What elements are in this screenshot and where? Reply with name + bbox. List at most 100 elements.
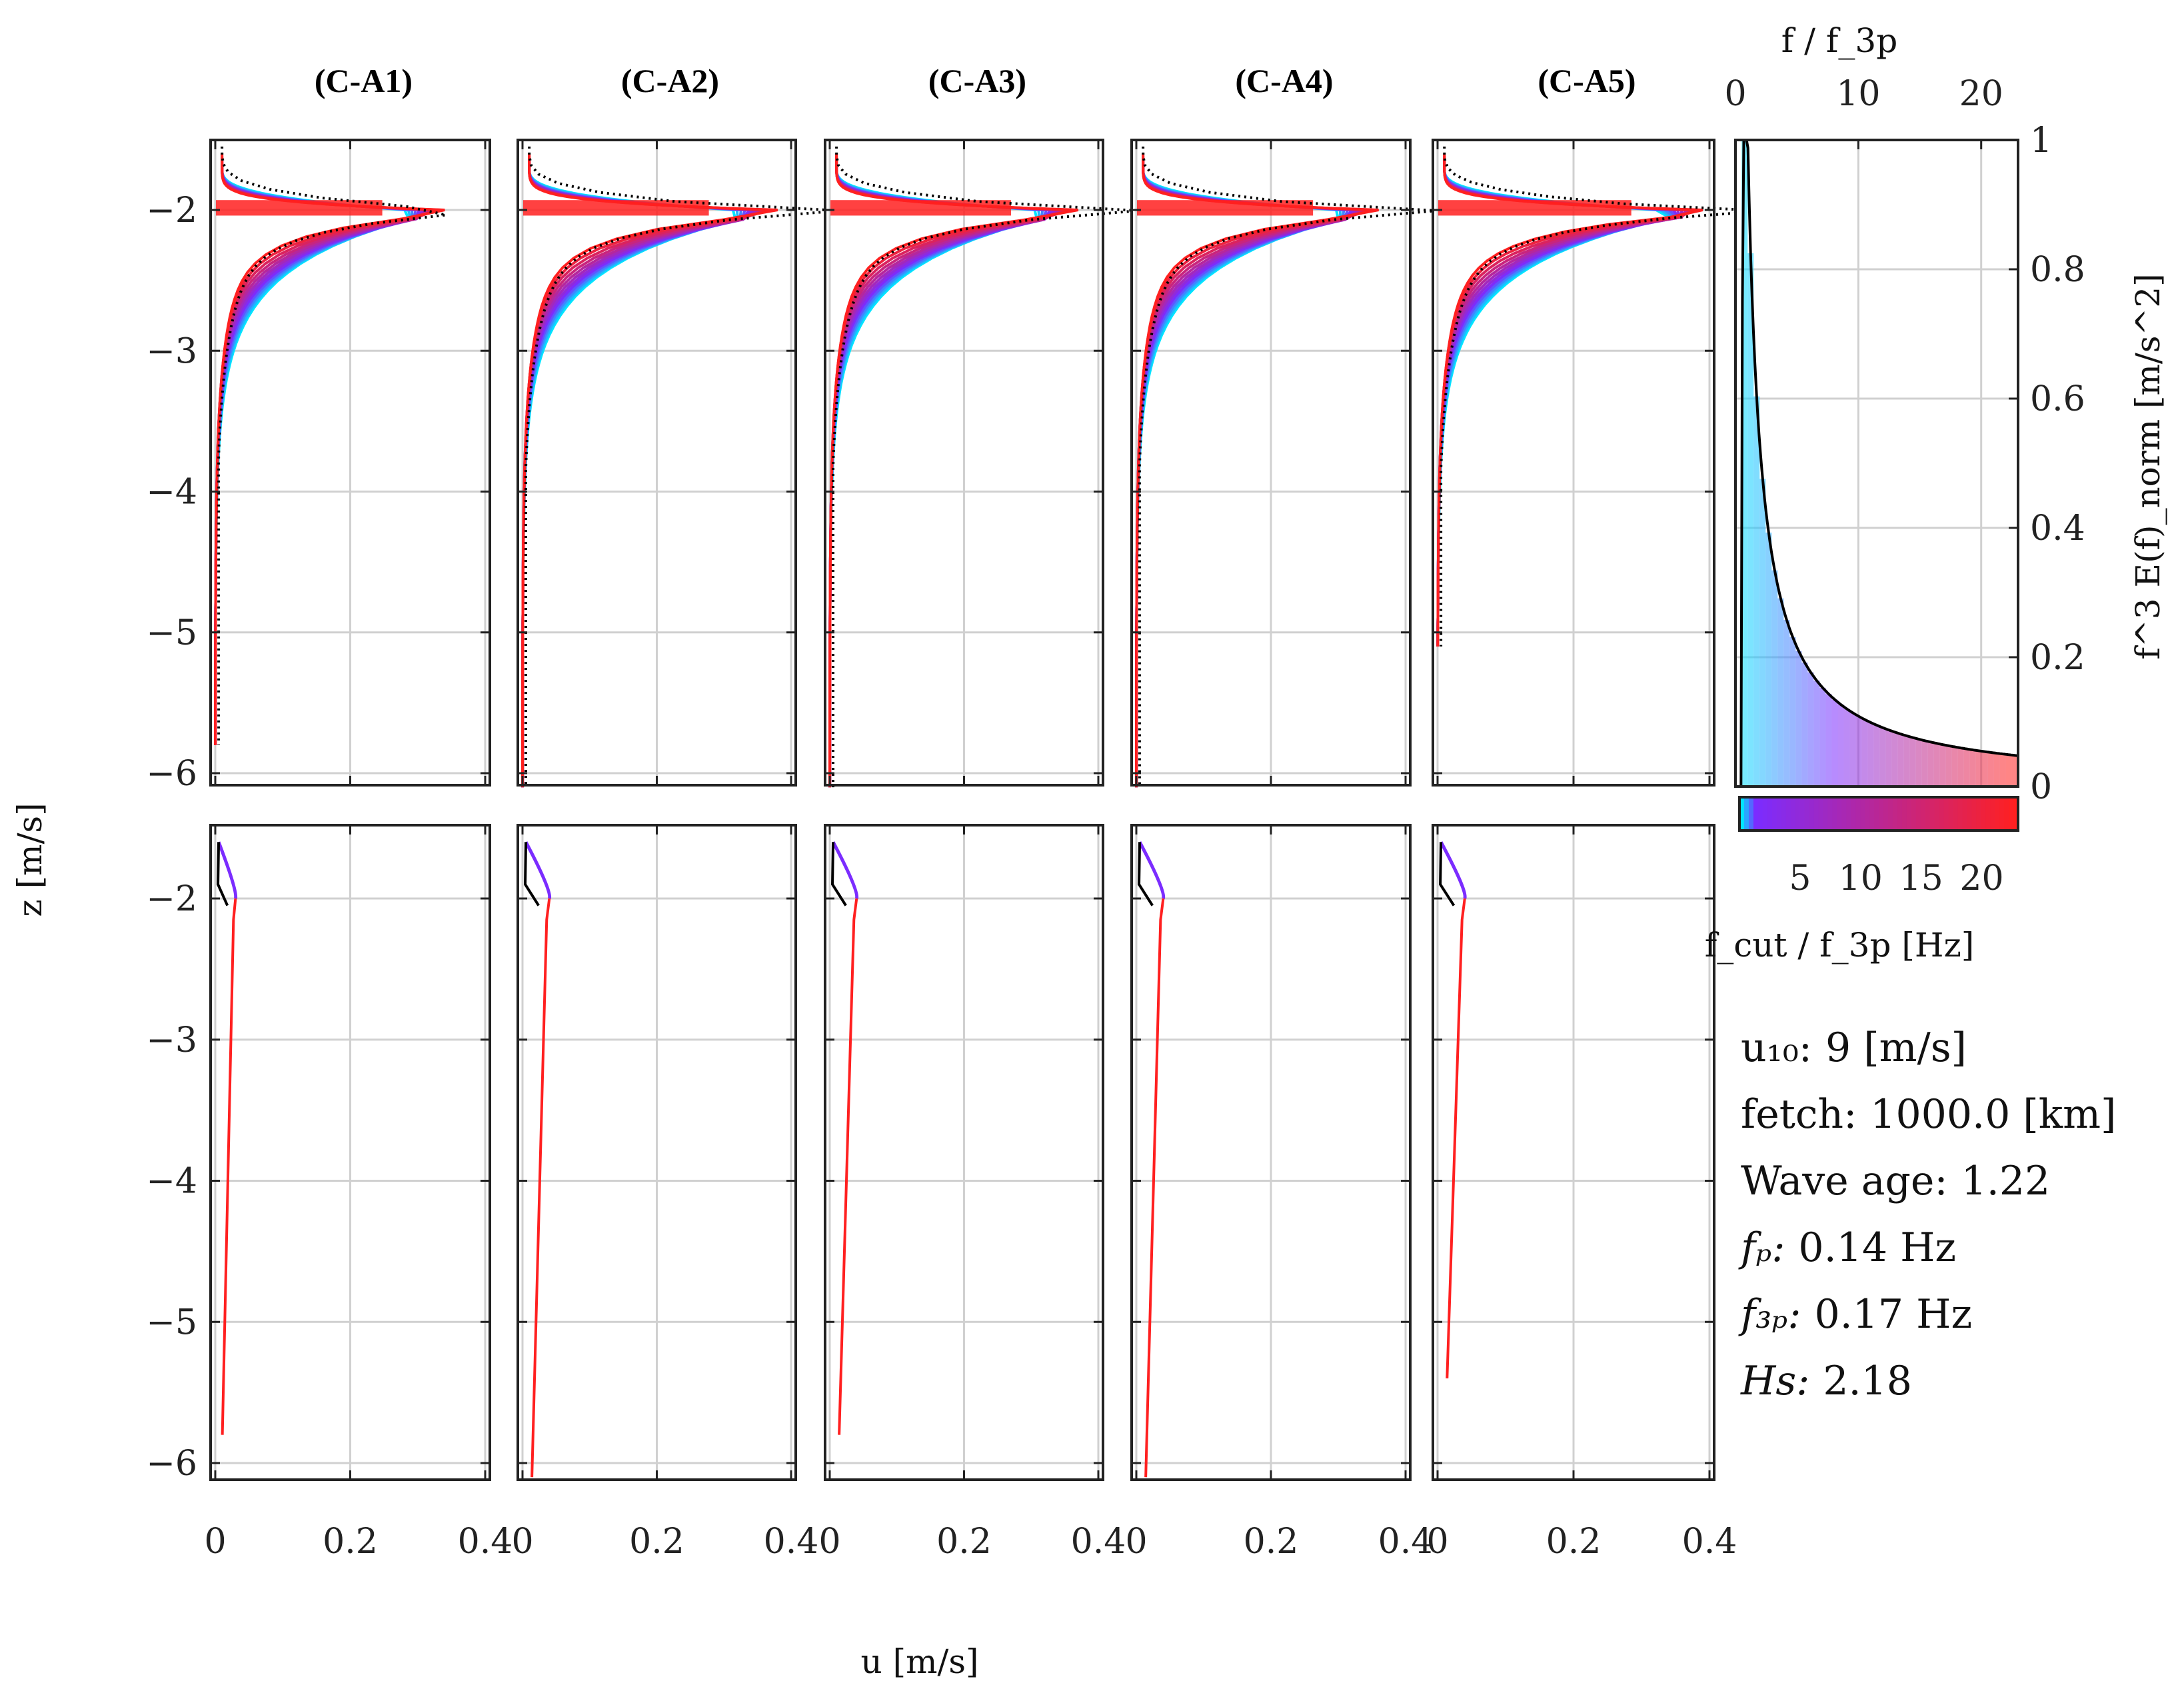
- colorbar-segment: [1901, 797, 1907, 831]
- colorbar-segment: [1841, 797, 1847, 831]
- colorbar-segment: [1846, 797, 1852, 831]
- colorbar-segment: [1739, 797, 1745, 831]
- spectrum-top-label: f / f_3p: [1781, 21, 1897, 60]
- colorbar-segment: [1887, 797, 1893, 831]
- spectrum-bar: [1747, 253, 1754, 787]
- residual-reference: [1138, 842, 1154, 906]
- spectrum-bar: [1765, 533, 1772, 787]
- y-tick-label: −4: [146, 1162, 197, 1202]
- x-axis-label: u [m/s]: [860, 1642, 978, 1681]
- colorbar-segment: [1929, 797, 1935, 831]
- colorbar-tick-label: 15: [1899, 858, 1943, 898]
- colorbar-segment: [1855, 797, 1861, 831]
- spectrum-bar: [1879, 727, 1886, 787]
- panel-title: (C-A5): [1538, 62, 1636, 99]
- colorbar-segment: [1851, 797, 1857, 831]
- spectrum-top-tick-label: 0: [1724, 74, 1746, 114]
- colorbar-segment: [1943, 797, 1949, 831]
- spectrum-right-tick-label: 0: [2030, 767, 2052, 807]
- profile-peak-band: [1438, 200, 1632, 216]
- spectrum-bar: [1909, 737, 1916, 787]
- info-f3p: f₃ₚ: 0.17 Hz: [1738, 1291, 1972, 1338]
- profile-line: [1135, 153, 1379, 788]
- spectrum-bar: [1921, 741, 1928, 787]
- spectrum-bar: [1843, 709, 1850, 787]
- colorbar-segment: [1757, 797, 1763, 831]
- spectrum-bar: [1795, 651, 1802, 787]
- panel-r1-c3: (C-A3): [824, 62, 1138, 788]
- colorbar-segment: [2004, 797, 2010, 831]
- colorbar-segment: [1995, 797, 2001, 831]
- spectrum-bar: [1891, 732, 1898, 787]
- profile-line: [828, 153, 1079, 788]
- colorbar-segment: [1948, 797, 1954, 831]
- residual-surface: [217, 841, 238, 899]
- spectrum-bar: [1813, 681, 1820, 787]
- spectrum-bar: [1903, 736, 1910, 787]
- spectrum-bar: [1801, 662, 1808, 787]
- colorbar-segment: [1990, 797, 1996, 831]
- panel-r1-c5: (C-A5): [1432, 62, 1764, 787]
- spectrum-right-tick-label: 0.4: [2030, 509, 2085, 549]
- info-u10: u₁₀: 9 [m/s]: [1741, 1024, 1967, 1071]
- spectrum-bar: [1933, 743, 1940, 787]
- spectrum-bar: [1771, 570, 1778, 787]
- spectrum-bar: [1987, 752, 1994, 787]
- colorbar-label: f_cut / f_3p [Hz]: [1705, 926, 1975, 964]
- panel-title: (C-A1): [315, 62, 413, 99]
- x-tick-label: 0.4: [1682, 1522, 1737, 1562]
- residual-profile: [531, 898, 551, 1478]
- colorbar-segment: [1785, 797, 1791, 831]
- panel-r1-c2: (C-A2): [517, 62, 840, 788]
- colorbar-segment: [1897, 797, 1903, 831]
- spectrum-bar: [1819, 687, 1826, 787]
- spectrum-bar: [1861, 719, 1868, 787]
- colorbar-segment: [1790, 797, 1796, 831]
- colorbar-segment: [1985, 797, 1991, 831]
- colorbar-segment: [1957, 797, 1963, 831]
- y-tick-label: −5: [146, 613, 197, 653]
- y-tick-label: −4: [146, 473, 197, 513]
- spectrum-bar: [1915, 739, 1922, 787]
- colorbar-segment: [1934, 797, 1940, 831]
- profile-line: [521, 153, 778, 788]
- x-tick-label: 0.2: [629, 1522, 684, 1562]
- colorbar-segment: [1753, 797, 1759, 831]
- spectrum-right-tick-label: 0.6: [2030, 379, 2085, 419]
- colorbar-segment: [1892, 797, 1898, 831]
- spectrum-bar: [2005, 755, 2012, 787]
- panel-r1-c4: (C-A4): [1130, 62, 1437, 788]
- spectrum-right-tick-label: 0.2: [2030, 638, 2085, 678]
- y-tick-label: −6: [146, 754, 197, 794]
- x-tick-label: 0.2: [1244, 1522, 1299, 1562]
- info-fetch: fetch: 1000.0 [km]: [1741, 1091, 2116, 1138]
- colorbar-segment: [1920, 797, 1926, 831]
- colorbar-tick-label: 20: [1959, 858, 2003, 898]
- x-tick-label: 0.4: [458, 1522, 513, 1562]
- colorbar-segment: [1771, 797, 1777, 831]
- colorbar-segment: [1776, 797, 1782, 831]
- colorbar-segment: [1874, 797, 1879, 831]
- spectrum-bar: [1777, 598, 1784, 787]
- info-hs: Hs: 2.18: [1740, 1358, 1912, 1404]
- colorbar-segment: [1832, 797, 1838, 831]
- colorbar-segment: [1767, 797, 1773, 831]
- panel-r2-c1: 0 0.2 0.4 −2 −3 −4 −5 −6: [146, 824, 513, 1562]
- x-tick-label: 0.2: [323, 1522, 378, 1562]
- x-tick-label: 0: [204, 1522, 226, 1562]
- info-wave-age: Wave age: 1.22: [1741, 1158, 2050, 1204]
- colorbar-segment: [1906, 797, 1912, 831]
- spectrum-bar: [1945, 745, 1952, 787]
- x-tick-label: 0.4: [1378, 1522, 1434, 1562]
- residual-surface: [831, 841, 859, 899]
- colorbar-segment: [1869, 797, 1875, 831]
- spectrum-bar: [1957, 748, 1964, 787]
- colorbar-segment: [1967, 797, 1973, 831]
- x-tick-label: 0: [1125, 1522, 1147, 1562]
- spectrum-right-tick-label: 1: [2030, 121, 2052, 161]
- spectrum-bar: [1825, 694, 1832, 787]
- spectrum-bar: [1867, 723, 1874, 787]
- panel-r2-c4: 0 0.2 0.4: [1125, 824, 1434, 1562]
- spectrum-curve: [1739, 139, 2019, 787]
